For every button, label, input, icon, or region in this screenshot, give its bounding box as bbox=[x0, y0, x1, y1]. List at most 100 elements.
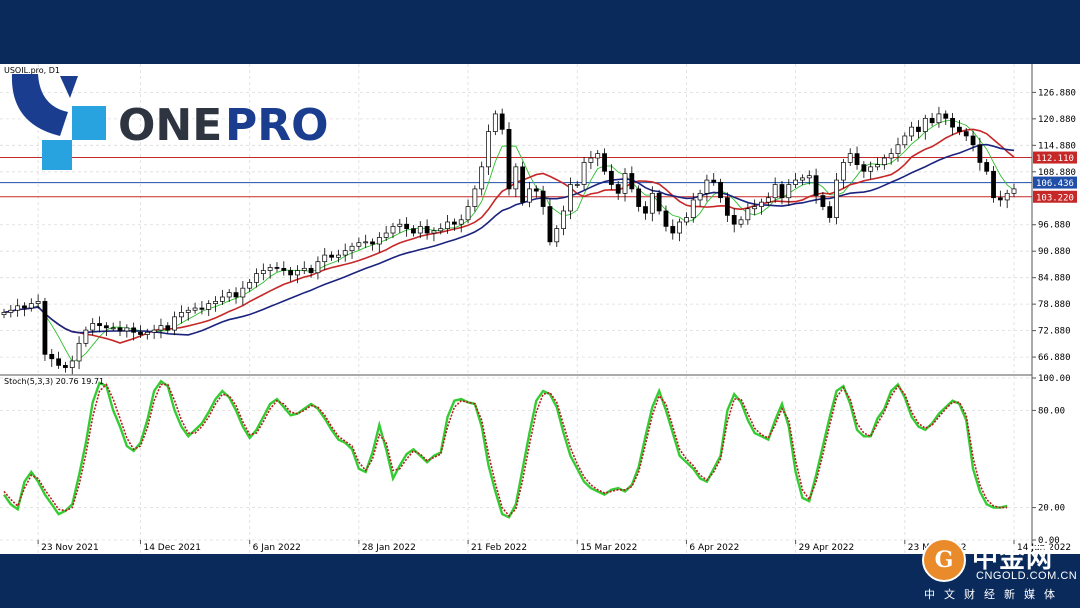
candle-body bbox=[452, 221, 457, 225]
candle-body bbox=[861, 164, 867, 172]
price-axis: 126.880 120.880 114.880 108.880 96.880 90.880… bbox=[1032, 88, 1076, 363]
candle-body bbox=[213, 301, 218, 304]
candle-body bbox=[131, 327, 137, 333]
candle bbox=[267, 263, 273, 279]
candle-body bbox=[588, 157, 594, 163]
candle bbox=[492, 110, 498, 136]
candle bbox=[806, 170, 812, 185]
candle-body bbox=[206, 303, 212, 310]
candle-body bbox=[349, 245, 355, 252]
candle-body bbox=[226, 292, 232, 298]
candle bbox=[697, 189, 703, 207]
candle bbox=[458, 214, 464, 233]
candle-body bbox=[574, 184, 580, 186]
candle bbox=[909, 121, 915, 142]
logo-text-one: ONE bbox=[118, 100, 222, 151]
candle bbox=[465, 199, 471, 224]
candle-body bbox=[267, 267, 273, 271]
candle-body bbox=[813, 175, 819, 196]
candle-body bbox=[595, 153, 601, 159]
footer-brand-sub: 中文财经新媒体 bbox=[924, 588, 1064, 601]
candle-body bbox=[963, 131, 969, 137]
candle bbox=[834, 173, 839, 225]
candle-body bbox=[875, 164, 880, 168]
candle bbox=[622, 168, 628, 202]
candle bbox=[165, 322, 171, 334]
candle bbox=[110, 322, 116, 332]
candle bbox=[376, 232, 382, 253]
candle-body bbox=[90, 323, 96, 331]
price-tick-label: 96.880 bbox=[1038, 221, 1071, 231]
candle-body bbox=[991, 170, 996, 199]
candle-body bbox=[629, 173, 635, 190]
candle-body bbox=[329, 254, 334, 258]
candle-body bbox=[684, 217, 689, 223]
stochastic-lines bbox=[3, 379, 1008, 519]
chart-panel: 126.880 120.880 114.880 108.880 96.880 90.880… bbox=[0, 64, 1080, 554]
candle bbox=[103, 322, 109, 337]
candle-body bbox=[745, 208, 751, 221]
price-tag-box bbox=[1033, 151, 1077, 164]
candle-body bbox=[568, 184, 573, 212]
candle bbox=[881, 154, 887, 170]
candle bbox=[561, 205, 566, 236]
candle-body bbox=[172, 316, 178, 331]
candle-body bbox=[322, 254, 328, 263]
candle bbox=[854, 146, 860, 170]
candle bbox=[957, 120, 962, 136]
candle bbox=[172, 311, 178, 336]
candle bbox=[997, 190, 1003, 207]
candle-body bbox=[35, 301, 41, 304]
candle bbox=[49, 349, 55, 367]
candle-body bbox=[608, 170, 614, 185]
candle bbox=[970, 130, 976, 152]
candle bbox=[861, 161, 867, 178]
candle-body bbox=[711, 179, 717, 183]
candle bbox=[63, 361, 68, 373]
candle bbox=[943, 110, 949, 125]
candle-body bbox=[847, 153, 853, 163]
candle bbox=[247, 278, 253, 292]
candle-body bbox=[970, 135, 976, 146]
stoch-tick-label: 20.00 bbox=[1038, 504, 1065, 514]
price-tag: 103.220 bbox=[1033, 190, 1077, 203]
candle bbox=[479, 161, 485, 196]
candle bbox=[922, 114, 928, 140]
stoch-tick-label: 100.00 bbox=[1038, 374, 1071, 384]
candle bbox=[656, 189, 662, 215]
candle bbox=[124, 324, 130, 338]
candle-body bbox=[83, 329, 89, 344]
candle bbox=[902, 132, 908, 149]
candle-body bbox=[997, 197, 1003, 201]
candle-body bbox=[63, 365, 68, 368]
candle bbox=[179, 305, 184, 324]
candle-body bbox=[854, 153, 860, 165]
logo-square-icon bbox=[72, 106, 106, 140]
candle bbox=[847, 148, 853, 166]
candle-body bbox=[1, 312, 7, 315]
candle bbox=[117, 320, 123, 337]
date-tick-label: 14 Dec 2021 bbox=[143, 543, 201, 553]
candle-body bbox=[233, 292, 239, 298]
candle bbox=[813, 168, 819, 204]
candle-body bbox=[383, 232, 389, 238]
candle bbox=[895, 137, 901, 162]
candle-body bbox=[636, 188, 642, 207]
candle-body bbox=[417, 226, 423, 234]
candle-body bbox=[868, 166, 874, 172]
price-tick-label: 108.880 bbox=[1038, 168, 1076, 178]
candle-body bbox=[397, 223, 403, 227]
date-tick-label: 14 Jun 2022 bbox=[1017, 543, 1071, 553]
candle bbox=[991, 165, 996, 203]
candle-body bbox=[690, 199, 696, 218]
date-tick-label: 6 Apr 2022 bbox=[689, 543, 739, 553]
date-tick-label: 23 Nov 2021 bbox=[41, 543, 99, 553]
candle-body bbox=[254, 273, 259, 283]
price-tick-label: 114.880 bbox=[1038, 141, 1076, 151]
candle-body bbox=[335, 254, 341, 258]
candle bbox=[335, 249, 341, 263]
candle-body bbox=[622, 173, 628, 194]
candle bbox=[759, 198, 764, 215]
candle bbox=[397, 218, 403, 234]
candle-body bbox=[431, 230, 437, 234]
